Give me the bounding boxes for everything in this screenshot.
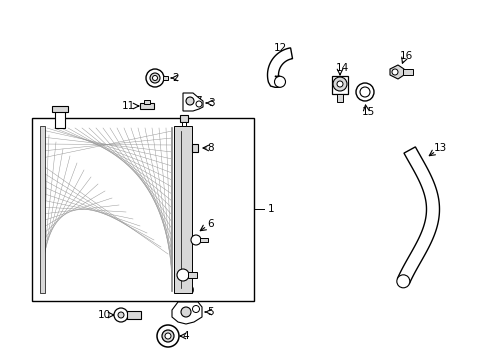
Circle shape bbox=[181, 307, 191, 317]
Text: 2: 2 bbox=[172, 73, 179, 83]
Bar bbox=[40, 126, 45, 293]
Circle shape bbox=[359, 87, 369, 97]
Circle shape bbox=[114, 308, 128, 322]
Circle shape bbox=[164, 333, 171, 339]
Bar bbox=[402, 69, 412, 75]
Circle shape bbox=[192, 306, 199, 312]
Circle shape bbox=[118, 312, 124, 318]
Text: 7: 7 bbox=[194, 96, 201, 106]
Circle shape bbox=[150, 73, 160, 83]
Polygon shape bbox=[172, 302, 202, 324]
Text: 14: 14 bbox=[335, 63, 348, 73]
Bar bbox=[163, 76, 168, 80]
Bar bbox=[192, 144, 198, 152]
Circle shape bbox=[185, 97, 194, 105]
Bar bbox=[143, 100, 150, 104]
Circle shape bbox=[162, 330, 174, 342]
Text: 5: 5 bbox=[206, 307, 213, 317]
Bar bbox=[52, 106, 68, 112]
Bar bbox=[55, 110, 65, 128]
Text: 4: 4 bbox=[183, 331, 189, 341]
Circle shape bbox=[336, 81, 342, 87]
Circle shape bbox=[274, 76, 285, 87]
Circle shape bbox=[177, 269, 189, 281]
Circle shape bbox=[152, 76, 157, 81]
Circle shape bbox=[196, 101, 202, 107]
Circle shape bbox=[332, 77, 346, 91]
Bar bbox=[336, 94, 342, 102]
Circle shape bbox=[396, 275, 409, 288]
Bar bbox=[180, 115, 187, 122]
Bar bbox=[200, 238, 207, 242]
Bar bbox=[174, 126, 192, 293]
Text: 11: 11 bbox=[121, 101, 134, 111]
Text: 12: 12 bbox=[273, 43, 286, 53]
Bar bbox=[187, 272, 197, 278]
Circle shape bbox=[157, 325, 179, 347]
Polygon shape bbox=[267, 48, 292, 87]
Text: 8: 8 bbox=[207, 143, 214, 153]
Text: 9: 9 bbox=[187, 286, 194, 296]
Bar bbox=[331, 76, 347, 94]
Text: 13: 13 bbox=[432, 143, 446, 153]
Bar bbox=[182, 122, 185, 126]
Circle shape bbox=[391, 69, 397, 75]
Text: 6: 6 bbox=[207, 219, 214, 229]
Polygon shape bbox=[389, 65, 403, 79]
Circle shape bbox=[191, 235, 201, 245]
Text: 3: 3 bbox=[207, 98, 214, 108]
Text: 1: 1 bbox=[267, 204, 274, 214]
Circle shape bbox=[355, 83, 373, 101]
Bar bbox=[140, 103, 154, 109]
Text: 10: 10 bbox=[97, 310, 110, 320]
Text: 16: 16 bbox=[399, 51, 412, 61]
Bar bbox=[32, 118, 253, 301]
Text: 15: 15 bbox=[361, 107, 374, 117]
Polygon shape bbox=[397, 147, 439, 284]
Polygon shape bbox=[183, 93, 203, 111]
Bar bbox=[127, 311, 141, 319]
Circle shape bbox=[146, 69, 163, 87]
